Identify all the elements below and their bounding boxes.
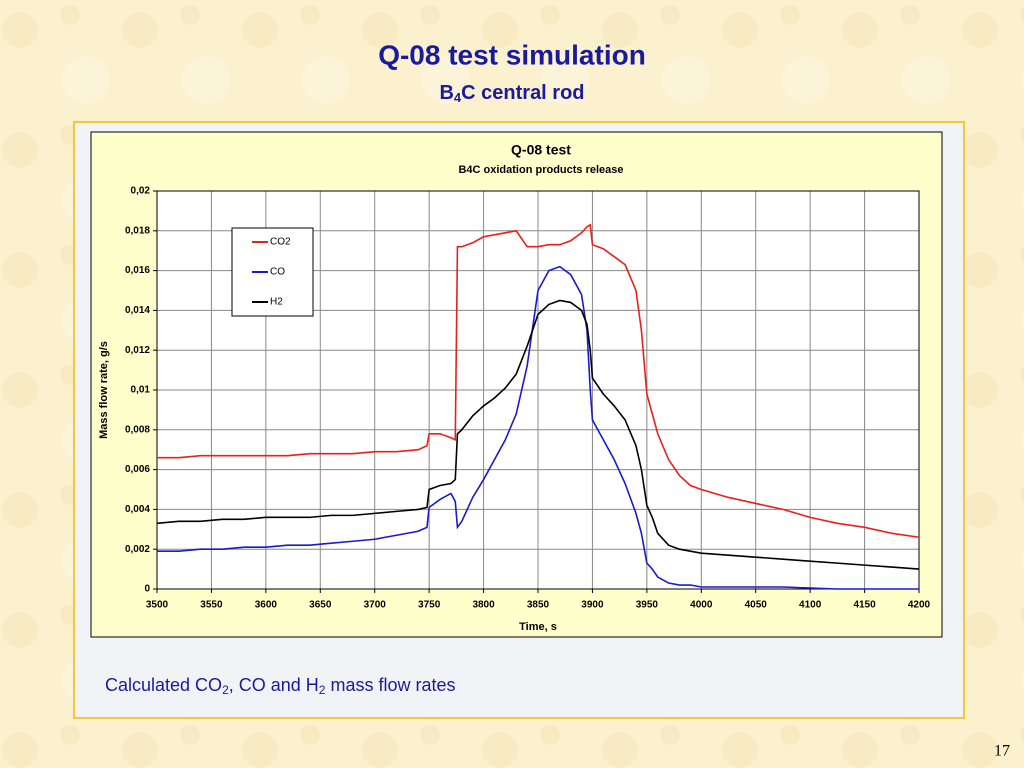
x-tick-label: 3950 [636,600,659,611]
x-tick-label: 3500 [146,600,169,611]
x-tick-label: 3900 [581,600,604,611]
x-tick-label: 3550 [200,600,223,611]
x-tick-label: 3750 [418,600,441,611]
caption-part: , CO and H [229,675,319,695]
y-tick-label: 0,02 [131,186,151,197]
y-tick-label: 0,002 [125,544,150,555]
x-tick-label: 3650 [309,600,332,611]
legend-label: CO2 [270,237,291,248]
slide-subtitle: B4C central rod [439,82,584,105]
y-tick-label: 0,012 [125,345,150,356]
subtitle-part: C central rod [461,82,584,104]
plot-border [156,190,920,590]
subtitle-part: B [439,82,453,104]
chart-title: Q-08 test [511,142,571,158]
y-tick-label: 0,018 [125,225,150,236]
chart-subtitle: B4C oxidation products release [458,164,623,176]
x-tick-label: 4100 [799,600,822,611]
series-line [157,265,919,590]
caption-part: mass flow rates [325,675,455,695]
x-tick-label: 4200 [908,600,931,611]
x-tick-label: 3600 [255,600,278,611]
x-axis-label: Time, s [519,621,557,633]
x-tick-label: 4150 [853,600,876,611]
x-tick-label: 3700 [364,600,387,611]
x-tick-label: 4050 [745,600,768,611]
slide-title: Q-08 test simulation [378,39,646,70]
series-line [156,299,920,570]
y-tick-label: 0,006 [125,464,150,475]
y-tick-label: 0,01 [131,385,151,396]
legend-box [231,227,314,317]
x-tick-label: 4000 [690,600,713,611]
page-number: 17 [994,743,1010,760]
caption-part: Calculated CO [105,675,222,695]
x-tick-label: 3800 [472,600,495,611]
x-tick-label: 3850 [527,600,550,611]
caption-sub: 2 [319,683,326,697]
y-tick-label: 0,016 [125,265,150,276]
y-tick-label: 0,008 [125,424,150,435]
series-line [157,223,920,539]
y-tick-label: 0 [144,584,150,595]
y-axis-label: Mass flow rate, g/s [98,341,110,439]
caption-sub: 2 [222,683,229,697]
legend-label: H2 [270,297,283,308]
caption: Calculated CO2, CO and H2 mass flow rate… [105,675,456,697]
subtitle-sub: 4 [454,90,462,105]
y-tick-label: 0,014 [125,305,150,316]
y-tick-label: 0,004 [125,504,150,515]
legend-label: CO [270,267,285,278]
